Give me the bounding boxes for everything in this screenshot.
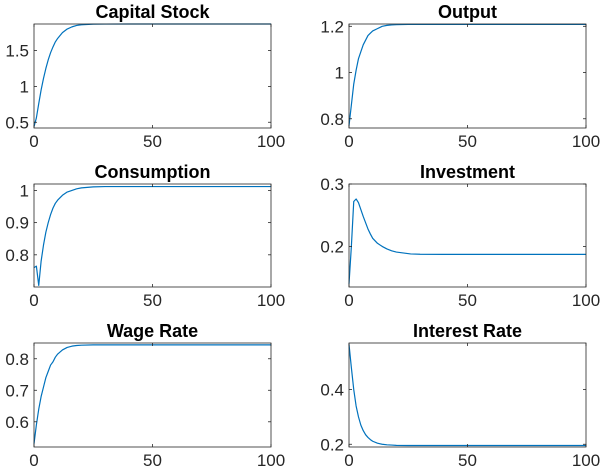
plot-area (34, 24, 271, 128)
panel-title: Investment (420, 162, 515, 182)
y-tick-label: 0.2 (320, 435, 344, 454)
y-tick-label: 0.8 (5, 350, 29, 369)
x-tick-label: 100 (257, 291, 285, 310)
x-tick-label: 50 (143, 132, 162, 151)
x-tick-label: 0 (29, 132, 38, 151)
panel-capital-stock: Capital Stock 0 50 100 0.5 1 1.5 (5, 2, 285, 151)
panel-wage-rate: Wage Rate 0 50 100 0.6 0.7 0.8 (5, 321, 285, 470)
x-tick-label: 0 (29, 451, 38, 470)
x-tick-label: 0 (344, 291, 353, 310)
panel-title: Capital Stock (95, 2, 210, 22)
panel-title: Interest Rate (413, 321, 522, 341)
y-tick-label: 0.7 (5, 381, 29, 400)
panel-interest-rate: Interest Rate 0 50 100 0.2 0.4 (320, 321, 600, 470)
x-tick-label: 50 (143, 451, 162, 470)
x-tick-label: 0 (344, 451, 353, 470)
y-tick-label: 0.8 (5, 246, 29, 265)
plot-area (349, 343, 586, 447)
y-tick-label: 0.9 (5, 214, 29, 233)
plot-area (349, 24, 586, 128)
x-tick-label: 50 (458, 132, 477, 151)
y-tick-label: 1.5 (5, 42, 29, 61)
y-tick-label: 1.2 (320, 17, 344, 36)
panel-title: Output (438, 2, 497, 22)
panel-consumption: Consumption 0 50 100 0.8 0.9 1 (5, 162, 285, 310)
x-tick-label: 100 (257, 132, 285, 151)
series-line (33, 344, 271, 444)
plot-area (34, 343, 271, 447)
y-tick-label: 0.3 (320, 175, 344, 194)
panel-title: Consumption (95, 162, 211, 182)
series-line (348, 344, 586, 447)
series-line (348, 23, 586, 126)
x-tick-label: 0 (29, 291, 38, 310)
x-tick-label: 50 (458, 451, 477, 470)
y-tick-label: 0.4 (320, 381, 344, 400)
y-tick-label: 1 (20, 181, 29, 200)
plot-area (349, 184, 586, 287)
panel-investment: Investment 0 50 100 0.2 0.3 (320, 162, 600, 310)
x-tick-label: 100 (572, 451, 600, 470)
y-tick-label: 1 (20, 77, 29, 96)
y-tick-label: 0.8 (320, 110, 344, 129)
y-tick-label: 0.2 (320, 237, 344, 256)
series-line (33, 185, 271, 286)
x-tick-label: 50 (143, 291, 162, 310)
x-tick-label: 100 (572, 291, 600, 310)
series-line (348, 198, 586, 284)
x-tick-label: 50 (458, 291, 477, 310)
y-tick-label: 0.5 (5, 113, 29, 132)
panel-output: Output 0 50 100 0.8 1 1.2 (320, 2, 600, 151)
x-tick-label: 100 (572, 132, 600, 151)
y-tick-label: 1 (335, 64, 344, 83)
plot-area (34, 184, 271, 287)
panel-title: Wage Rate (107, 321, 198, 341)
x-tick-label: 0 (344, 132, 353, 151)
y-tick-label: 0.6 (5, 413, 29, 432)
x-tick-label: 100 (257, 451, 285, 470)
